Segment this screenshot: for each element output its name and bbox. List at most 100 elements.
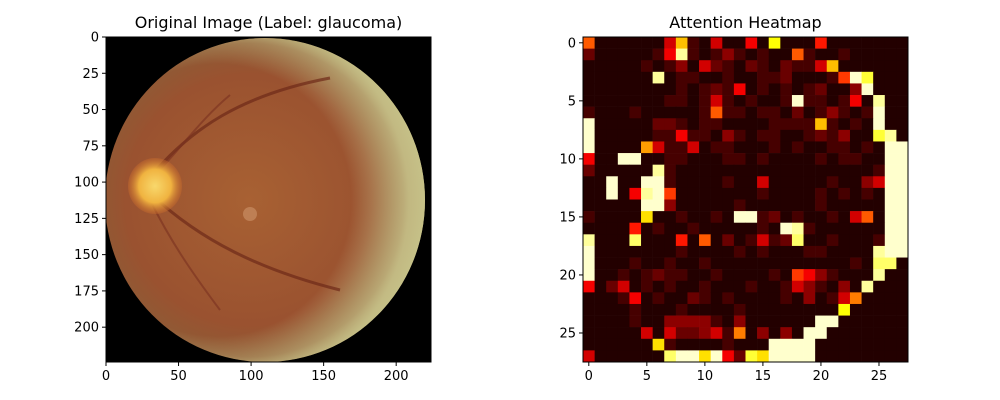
heatmap-cell [687,48,700,61]
heatmap-cell [583,164,595,177]
heatmap-cell [617,37,630,49]
heatmap-cell [594,245,607,258]
heatmap-cell [594,141,607,154]
macula-spot [243,207,257,221]
heatmap-cell [583,129,595,142]
heatmap-cell [757,118,770,131]
heatmap-cell [768,83,781,96]
heatmap-cell [896,280,909,293]
heatmap-cell [861,280,874,293]
heatmap-cell [733,48,746,61]
heatmap-cell [849,350,862,363]
heatmap-cell [699,257,711,270]
heatmap-cell [838,315,851,328]
y-tick-label: 5 [568,94,576,109]
heatmap-cell [896,187,909,200]
heatmap-cell [803,303,816,316]
heatmap-cell [675,83,688,96]
heatmap-cell [583,95,595,107]
heatmap-cell [896,153,909,165]
heatmap-cell [652,234,665,247]
heatmap-cell [664,280,677,293]
heatmap-cell [849,48,862,61]
heatmap-cell [687,71,700,84]
heatmap-cell [873,60,886,73]
heatmap-cell [884,350,897,363]
heatmap-cell [803,338,816,351]
heatmap-cell [722,211,735,224]
heatmap-cell [791,292,804,305]
heatmap-cell [699,234,711,247]
x-tick-label: 15 [755,369,772,384]
heatmap-cell [629,118,642,131]
heatmap-cell [652,222,665,235]
heatmap-cell [733,37,746,49]
heatmap-cell [780,269,793,282]
heatmap-cell [710,153,723,165]
heatmap-cell [780,327,793,340]
heatmap-cell [838,327,851,340]
heatmap-cell [629,71,642,84]
heatmap-cell [757,222,770,235]
heatmap-cell [675,164,688,177]
heatmap-cell [733,327,746,340]
heatmap-cell [768,176,781,189]
heatmap-cell [745,95,758,107]
heatmap-cell [664,234,677,247]
heatmap-cell [791,141,804,154]
heatmap-cell [606,176,619,189]
heatmap-cell [710,164,723,177]
heatmap-cell [791,83,804,96]
heatmap-cell [884,199,897,212]
heatmap-cell [641,176,653,189]
heatmap-cell [780,164,793,177]
heatmap-cell [815,71,828,84]
heatmap-cell [815,350,828,363]
x-tick-label: 50 [170,369,187,384]
heatmap-cell [664,292,677,305]
heatmap-cell [710,187,723,200]
heatmap-cell [780,83,793,96]
heatmap-cell [583,118,595,131]
heatmap-cell [583,60,595,73]
heatmap-cell [803,37,816,49]
heatmap-cell [884,60,897,73]
heatmap-cell [664,83,677,96]
heatmap-cell [838,141,851,154]
blood-vessel [150,76,331,176]
heatmap-cell [617,83,630,96]
heatmap-cell [873,234,886,247]
heatmap-cell [815,257,828,270]
heatmap-cell [687,280,700,293]
heatmap-cell [780,199,793,212]
heatmap-cell [896,95,909,107]
heatmap-cell [873,83,886,96]
heatmap-cell [652,141,665,154]
heatmap-cell [629,141,642,154]
y-tick-label: 200 [74,321,99,336]
heatmap-cell [606,234,619,247]
heatmap-cell [675,315,688,328]
heatmap-cell [861,141,874,154]
y-tick-label: 0 [91,31,99,46]
heatmap-cell [849,129,862,142]
heatmap-cell [849,222,862,235]
heatmap-cell [780,118,793,131]
heatmap-cell [873,37,886,49]
heatmap-cell [641,234,653,247]
heatmap-cell [617,234,630,247]
heatmap-cell [838,129,851,142]
heatmap-cell [873,95,886,107]
heatmap-cell [699,327,711,340]
heatmap-cell [641,350,653,363]
heatmap-cell [745,269,758,282]
heatmap-cell [641,71,653,84]
heatmap-cell [733,234,746,247]
x-tick-label: 200 [384,369,409,384]
heatmap-cell [791,269,804,282]
heatmap-cell [641,245,653,258]
heatmap-cell [583,106,595,119]
heatmap-cell [710,303,723,316]
heatmap-cell [594,60,607,73]
heatmap-cell [641,315,653,328]
